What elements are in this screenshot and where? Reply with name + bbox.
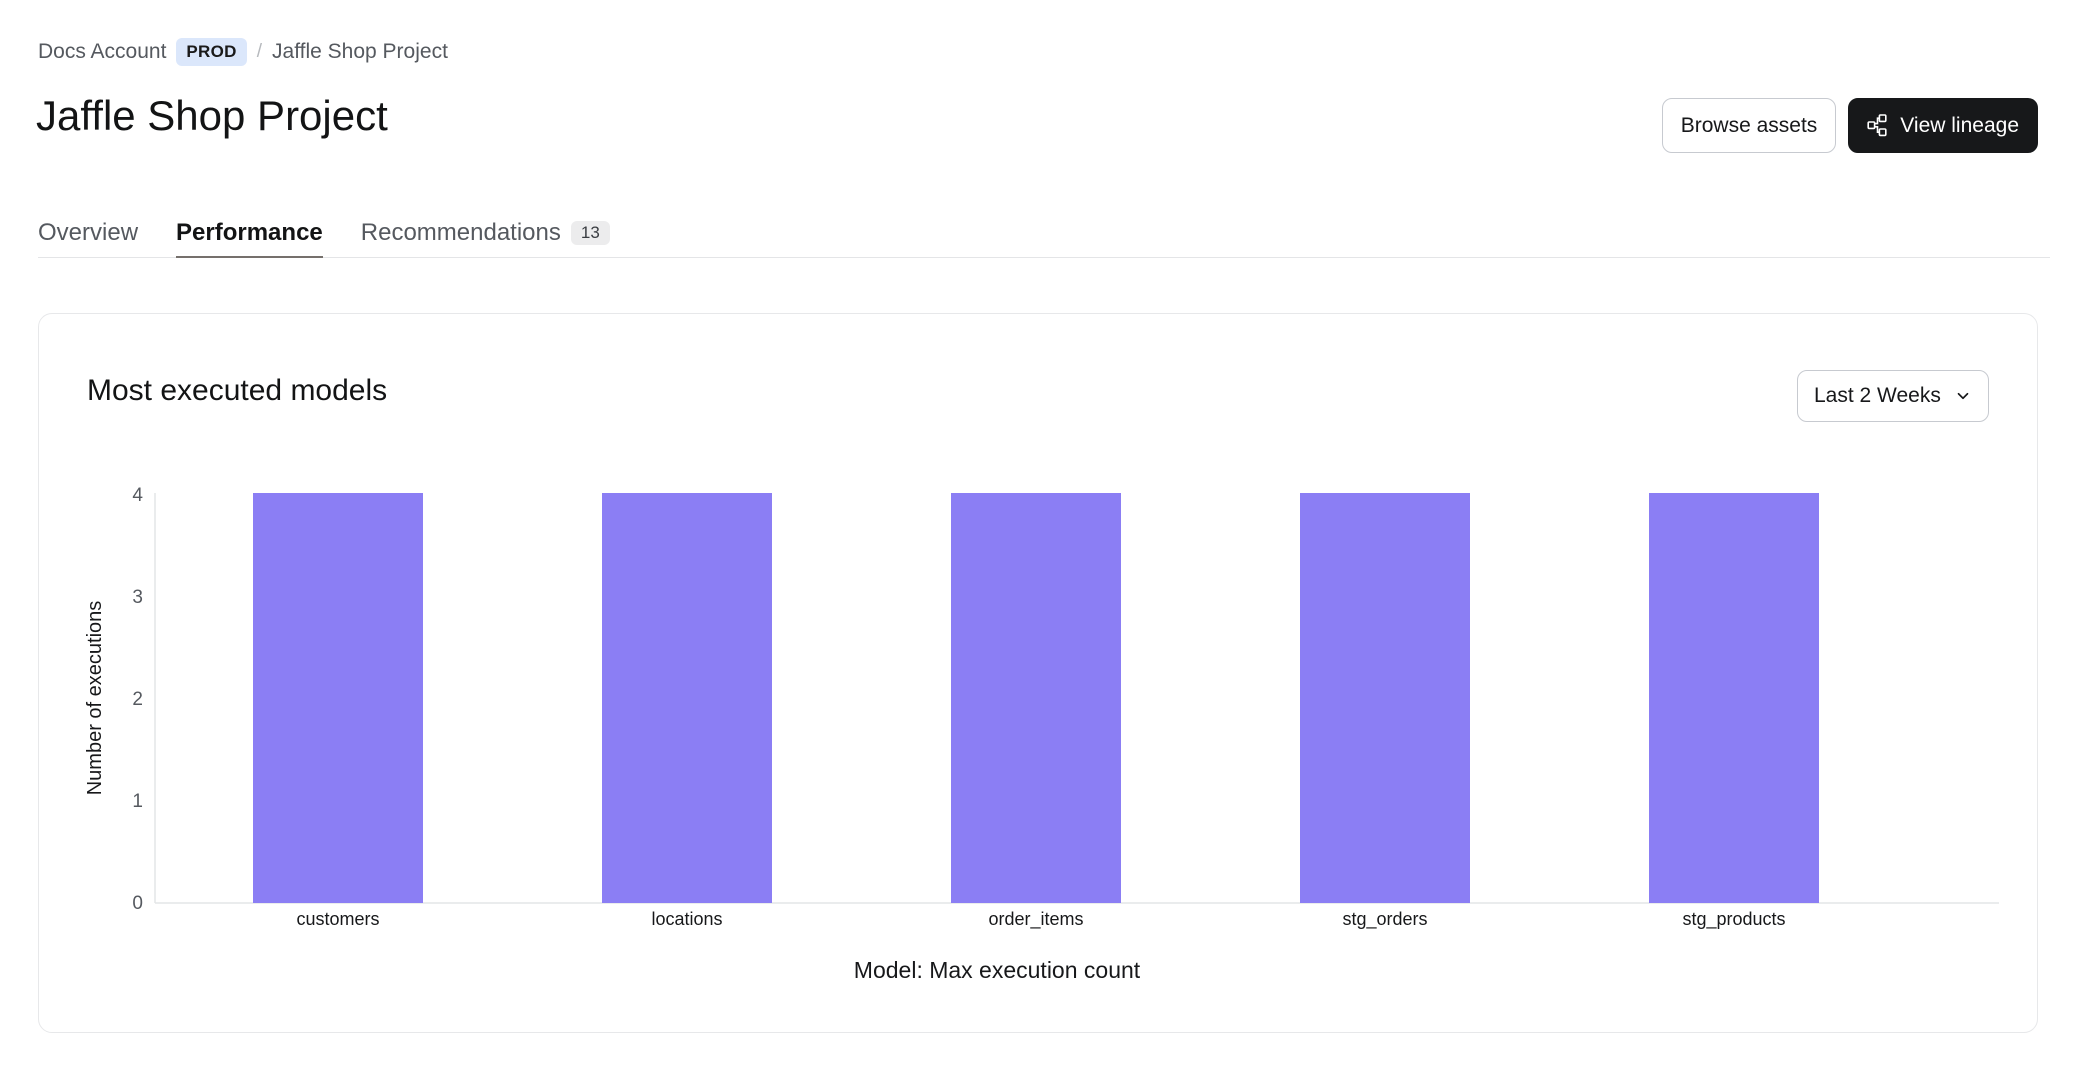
svg-text:3: 3 <box>132 587 143 608</box>
svg-text:1: 1 <box>132 791 143 812</box>
svg-text:stg_products: stg_products <box>1682 909 1785 930</box>
svg-text:customers: customers <box>296 909 379 929</box>
svg-text:4: 4 <box>132 485 143 506</box>
svg-text:stg_orders: stg_orders <box>1342 909 1427 930</box>
svg-text:0: 0 <box>132 893 143 914</box>
svg-text:locations: locations <box>651 909 722 929</box>
svg-text:Model: Max execution count: Model: Max execution count <box>854 957 1141 983</box>
svg-text:order_items: order_items <box>988 909 1083 930</box>
svg-text:Number of executions: Number of executions <box>84 601 106 796</box>
svg-text:2: 2 <box>132 689 143 710</box>
